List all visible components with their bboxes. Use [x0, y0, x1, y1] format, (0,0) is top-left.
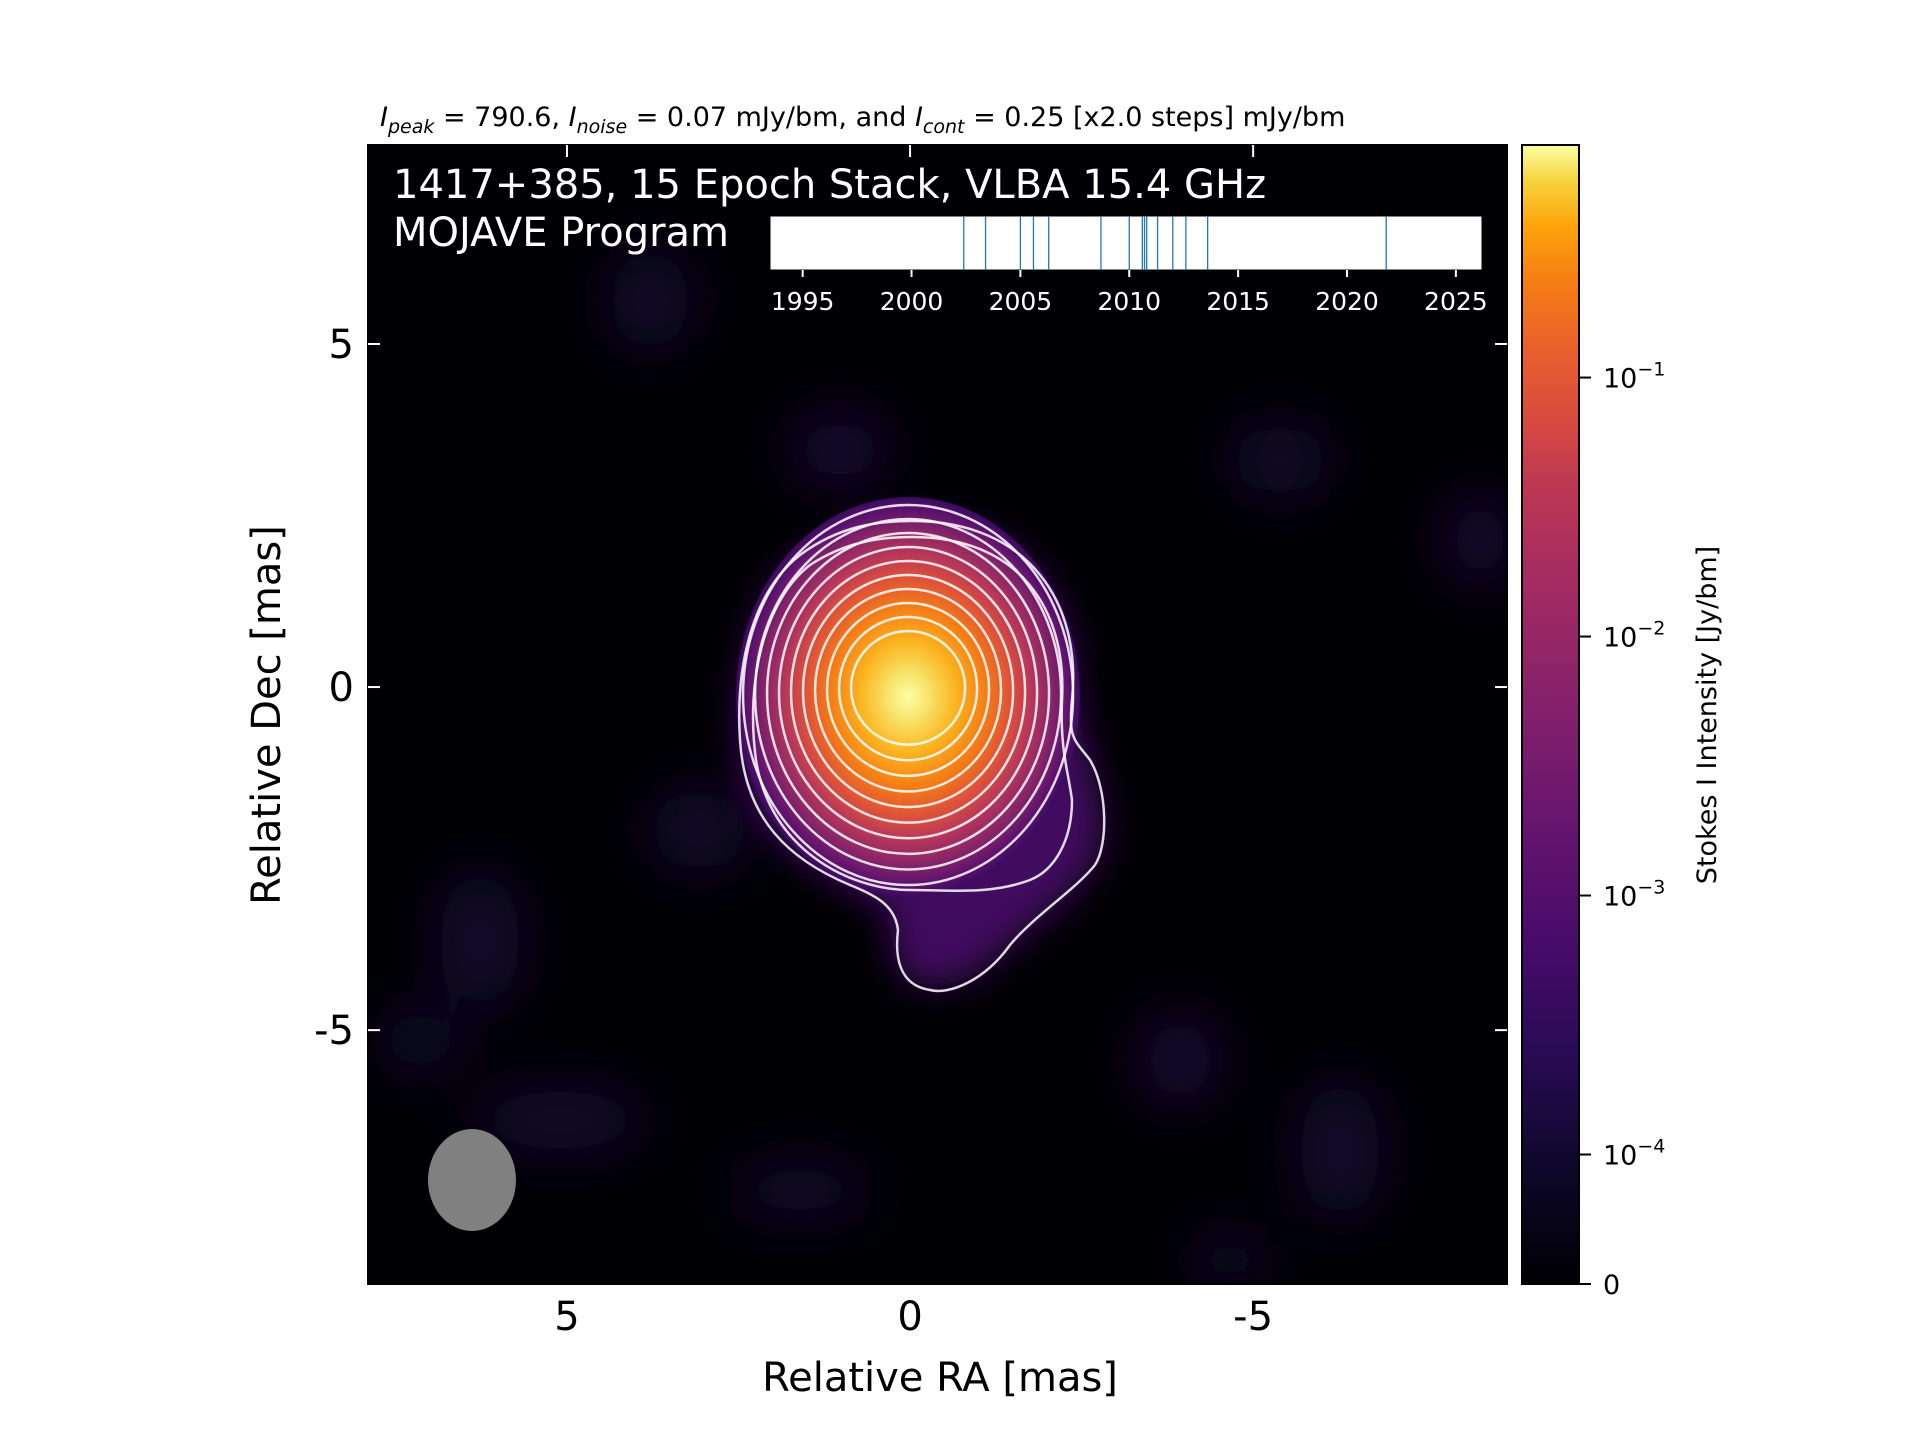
contour-ring — [777, 545, 1039, 840]
colorbar-gradient — [1521, 144, 1580, 1285]
peak-value: = 790.6, — [434, 102, 568, 133]
timeline-box — [769, 215, 1483, 271]
timeline-epochs — [963, 216, 1387, 270]
timeline-tick-label: 2025 — [1424, 287, 1488, 316]
cont-symbol: I — [915, 102, 923, 133]
contour-ring — [825, 601, 991, 778]
peak-subscript: peak — [387, 116, 435, 138]
noise-subscript: noise — [577, 116, 628, 138]
y-axis-label: Relative Dec [mas] — [244, 525, 290, 905]
contour-ring — [753, 517, 1063, 871]
stats-header: Ipeak = 790.6, Inoise = 0.07 mJy/bm, and… — [380, 102, 1345, 138]
x-tick-label: -5 — [1233, 1294, 1273, 1340]
contour-ring — [741, 503, 1075, 887]
contour-ring — [789, 559, 1027, 824]
contour-ring — [801, 573, 1015, 809]
peak-symbol: I — [380, 102, 388, 133]
colorbar-tick-label: 10−4 — [1603, 1136, 1665, 1172]
x-tick-label: 5 — [554, 1294, 579, 1340]
contour-ring — [849, 629, 967, 746]
timeline-tick-label: 2000 — [880, 287, 944, 316]
noise-structure — [380, 250, 1507, 1284]
timeline-tick-label: 2005 — [989, 287, 1053, 316]
colorbar-tick-label: 0 — [1603, 1270, 1620, 1301]
plot-title-line2: MOJAVE Program — [393, 210, 729, 256]
timeline-tick-label: 2015 — [1206, 287, 1270, 316]
y-tick-label: -5 — [314, 1008, 354, 1054]
timeline-tick-label: 2010 — [1097, 287, 1161, 316]
colorbar-ticks: 0 10−4 10−3 10−2 10−1 — [1579, 359, 1665, 1301]
colorbar-tick-label: 10−3 — [1603, 877, 1665, 913]
y-tick-label: 5 — [329, 322, 354, 368]
contour-ring — [813, 587, 1003, 793]
x-axis-label: Relative RA [mas] — [762, 1355, 1118, 1401]
contour-ring — [837, 615, 979, 762]
colorbar-tick-label: 10−2 — [1603, 618, 1665, 654]
y-tick-label: 0 — [329, 665, 354, 711]
image-plot: 5 0 -5 5 0 -5 — [314, 144, 1508, 1340]
core-emission — [736, 497, 1080, 897]
epoch-timeline: 1995 2000 2005 2010 2015 2020 2025 — [769, 215, 1488, 316]
contour-set — [738, 503, 1106, 993]
noise-value: = 0.07 mJy/bm, and — [627, 102, 915, 133]
colorbar: 0 10−4 10−3 10−2 10−1 Stokes I Intensity [Jy… — [1521, 144, 1723, 1301]
colorbar-label: Stokes I Intensity [Jy/bm] — [1692, 546, 1723, 884]
plot-frame — [367, 144, 1508, 1285]
cont-subscript: cont — [923, 116, 966, 138]
x-tick-label: 0 — [897, 1294, 922, 1340]
noise-symbol: I — [569, 102, 577, 133]
colorbar-tick-label: 10−1 — [1603, 359, 1665, 395]
timeline-tick-label: 1995 — [771, 287, 835, 316]
image-ticks: 5 0 -5 5 0 -5 — [314, 145, 1507, 1340]
contour-ring — [765, 531, 1051, 856]
beam-ellipse — [428, 1129, 516, 1231]
cont-value: = 0.25 [x2.0 steps] mJy/bm — [964, 102, 1345, 133]
plot-title-line1: 1417+385, 15 Epoch Stack, VLBA 15.4 GHz — [393, 162, 1266, 208]
timeline-tick-label: 2020 — [1315, 287, 1379, 316]
timeline-ticks: 1995 2000 2005 2010 2015 2020 2025 — [771, 270, 1488, 316]
